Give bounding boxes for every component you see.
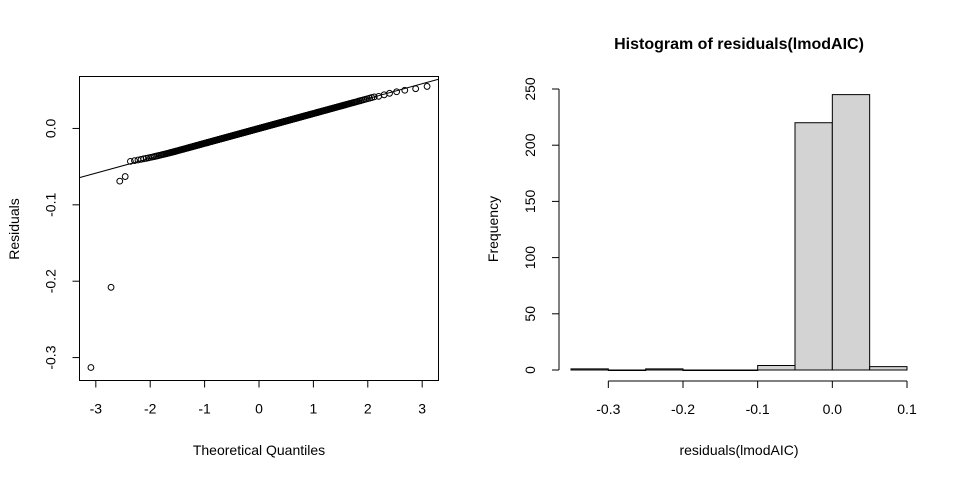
histogram-y-tick-label: 150 (522, 190, 538, 214)
qq-x-axis-title: Theoretical Quantiles (193, 442, 325, 458)
histogram-y-axis-title: Frequency (485, 196, 501, 262)
histogram-y-tick-label: 200 (522, 133, 538, 157)
qq-x-axis: -3 -2 -1 0 1 2 3 (90, 380, 426, 417)
qq-x-tick-label: 3 (418, 401, 426, 417)
histogram-bar (757, 365, 796, 371)
qq-point (116, 177, 124, 185)
histogram-x-tick-label: -0.1 (746, 401, 770, 417)
histogram-bar (794, 122, 833, 371)
qq-point (121, 173, 129, 180)
histogram-bars-group (570, 94, 908, 371)
qq-y-tick-label: 0.0 (43, 118, 59, 138)
histogram-x-axis: -0.3 -0.2 -0.1 0.0 0.1 (596, 380, 917, 417)
histogram-x-tick-label: 0.1 (897, 401, 917, 417)
qq-point (393, 88, 401, 96)
histogram-x-tick-label: 0.0 (823, 401, 843, 417)
qq-y-axis-title: Residuals (6, 198, 22, 259)
qq-plot-panel: -3 -2 -1 0 1 2 3 -0.3 -0.2 -0.1 0.0 Theoretical Q… (6, 76, 439, 458)
histogram-y-tick-label: 250 (522, 77, 538, 101)
histogram-bar (607, 369, 647, 371)
qq-points-group (87, 83, 431, 371)
qq-point (401, 86, 409, 94)
qq-point (140, 155, 148, 163)
qq-point (386, 89, 393, 97)
histogram-bar (570, 368, 609, 371)
qq-y-tick-label: -0.2 (43, 269, 59, 293)
qq-y-tick-label: -0.3 (43, 345, 59, 369)
qq-point (412, 85, 420, 93)
qq-x-tick-label: 0 (255, 401, 263, 417)
qq-x-tick-label: -3 (90, 401, 103, 417)
qq-x-tick-label: -1 (198, 401, 211, 417)
qq-x-tick-label: 1 (309, 401, 317, 417)
histogram-bar (682, 369, 721, 371)
histogram-x-tick-label: -0.3 (596, 401, 620, 417)
histogram-title: Histogram of residuals(lmodAIC) (614, 36, 864, 53)
histogram-panel: Histogram of residuals(lmodAIC) -0.3 -0.2… (485, 36, 917, 458)
qq-point (131, 157, 138, 165)
histogram-bar (869, 366, 908, 371)
qq-point (87, 364, 95, 371)
histogram-bar (645, 368, 684, 371)
histogram-y-axis: 0 50 100 150 200 250 (522, 77, 560, 374)
qq-point (423, 83, 431, 90)
histogram-y-tick-label: 100 (522, 246, 538, 270)
qq-point (127, 157, 134, 165)
qq-point (370, 93, 378, 101)
histogram-bar (831, 94, 871, 371)
qq-y-axis: -0.3 -0.2 -0.1 0.0 (43, 118, 80, 370)
histogram-y-tick-label: 50 (522, 306, 538, 322)
histogram-x-tick-label: -0.2 (671, 401, 695, 417)
histogram-x-axis-title: residuals(lmodAIC) (679, 442, 798, 458)
qq-x-tick-label: 2 (364, 401, 372, 417)
histogram-bar (719, 369, 759, 371)
qq-y-tick-label: -0.1 (43, 193, 59, 217)
qq-plot-frame (79, 76, 439, 381)
qq-x-tick-label: -2 (144, 401, 157, 417)
qq-point (107, 283, 115, 291)
histogram-y-tick-label: 0 (522, 366, 538, 374)
